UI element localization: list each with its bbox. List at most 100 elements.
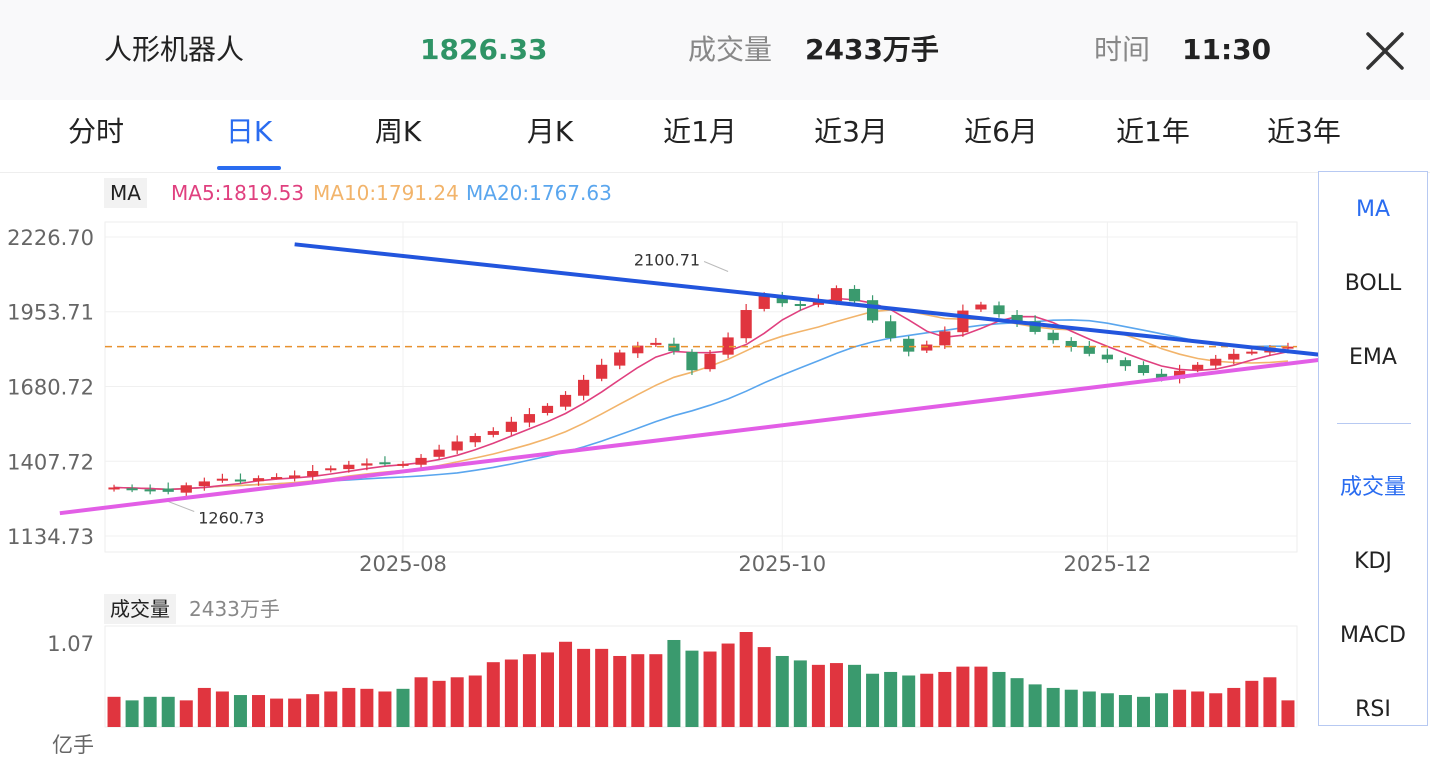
candle-body [379,462,391,465]
volume-bar [1227,687,1241,727]
tab-weekly-k[interactable]: 周K [374,115,422,148]
candle-body [325,468,337,471]
volume-bar [956,666,970,727]
index-name: 人形机器人 [104,33,245,66]
candle-body [1174,370,1186,379]
volume-bar [559,641,573,727]
indicator-macd[interactable]: MACD [1340,623,1406,648]
volume-bar [685,650,699,727]
candle-body [794,304,806,307]
y-tick-label: 1407.72 [7,450,94,474]
ma5-line [113,297,1289,491]
candlestick [1065,337,1077,352]
candlestick [939,326,951,349]
candle-body [361,463,373,466]
y-tick-label: 1953.71 [7,301,94,325]
volume-bar [1173,689,1187,727]
indicator-volume[interactable]: 成交量 [1339,475,1406,500]
volume-bar [215,691,229,727]
candle-body [1137,365,1150,374]
volume-bar [1100,693,1114,727]
volume-legend-tag[interactable]: 成交量 [104,594,176,624]
volume-bar [703,651,717,727]
indicator-rsi[interactable]: RSI [1355,697,1391,722]
volume-bar [486,662,500,727]
volume-bar [378,691,392,727]
candle-body [1155,373,1168,378]
volume-bar [1118,695,1132,727]
candle-body [632,345,644,354]
volume-bar [848,664,862,727]
tab-intraday[interactable]: 分时 [67,115,125,148]
candlestick [1083,340,1095,357]
volume-plot-frame [104,625,1298,728]
candlestick [1228,348,1240,365]
volume-bar [757,647,771,727]
indicator-boll[interactable]: BOLL [1344,271,1402,296]
candlestick [270,473,283,480]
ma-legend-tag[interactable]: MA [104,178,147,208]
x-tick-label: 2025-08 [359,552,447,576]
volume-bar [522,654,536,727]
volume-bar [1046,687,1060,727]
volume-bar [1136,696,1150,727]
candle-body [578,379,590,396]
candle-body [505,421,517,432]
tab-3-month[interactable]: 近3月 [814,115,888,148]
candlestick [578,374,590,401]
candle-body [614,352,626,366]
volume-bar [811,664,825,727]
candlestick [704,350,716,372]
candlestick [848,285,861,306]
ma5-legend: MA5:1819.53 [171,181,305,205]
volume-bar [540,652,554,727]
close-icon[interactable] [1362,28,1408,74]
candlestick [650,337,662,347]
tab-1-year[interactable]: 近1年 [1116,115,1190,148]
candlestick [686,349,698,375]
candle-body [108,487,120,490]
volume-unit-label: 亿手 [52,733,94,757]
candle-body [289,475,301,478]
tab-1-month[interactable]: 近1月 [663,115,737,148]
indicator-ma[interactable]: MA [1355,197,1391,222]
indicator-ema[interactable]: EMA [1349,345,1397,370]
volume-bar [504,659,518,727]
candlestick [632,341,644,358]
tab-3-year[interactable]: 近3年 [1267,115,1341,148]
candlestick [596,358,608,382]
candle-body [704,353,716,370]
indicator-panel: MA BOLL EMA 成交量 KDJ MACD RSI [1318,171,1428,726]
indicator-kdj[interactable]: KDJ [1354,549,1392,574]
volume-bar [829,663,843,727]
volume-bar [920,673,934,727]
candlestick [198,477,210,491]
candle-body [270,477,283,480]
candle-body [758,294,770,309]
tab-monthly-k[interactable]: 月K [526,115,574,148]
candle-body [650,342,662,345]
candlestick [108,484,120,492]
current-price: 1826.33 [420,33,548,66]
candle-body [433,449,445,457]
candle-body [469,435,481,443]
candlestick [1174,364,1186,384]
candlestick [1047,330,1059,344]
candlestick [307,465,319,481]
volume-bar [1263,677,1277,727]
volume-bar [161,696,175,727]
candlestick [1101,348,1113,363]
volume-bar [143,696,157,727]
tab-6-month[interactable]: 近6月 [964,115,1038,148]
candle-body [234,479,247,482]
tab-daily-k[interactable]: 日K [225,115,273,148]
candle-body [1083,345,1095,354]
volume-bar [432,680,446,727]
candle-body [126,488,138,491]
ma10-legend: MA10:1791.24 [313,181,459,205]
candlestick [252,475,265,486]
candle-body [559,394,572,407]
volume-bar [414,677,428,727]
candle-body [1065,340,1077,347]
